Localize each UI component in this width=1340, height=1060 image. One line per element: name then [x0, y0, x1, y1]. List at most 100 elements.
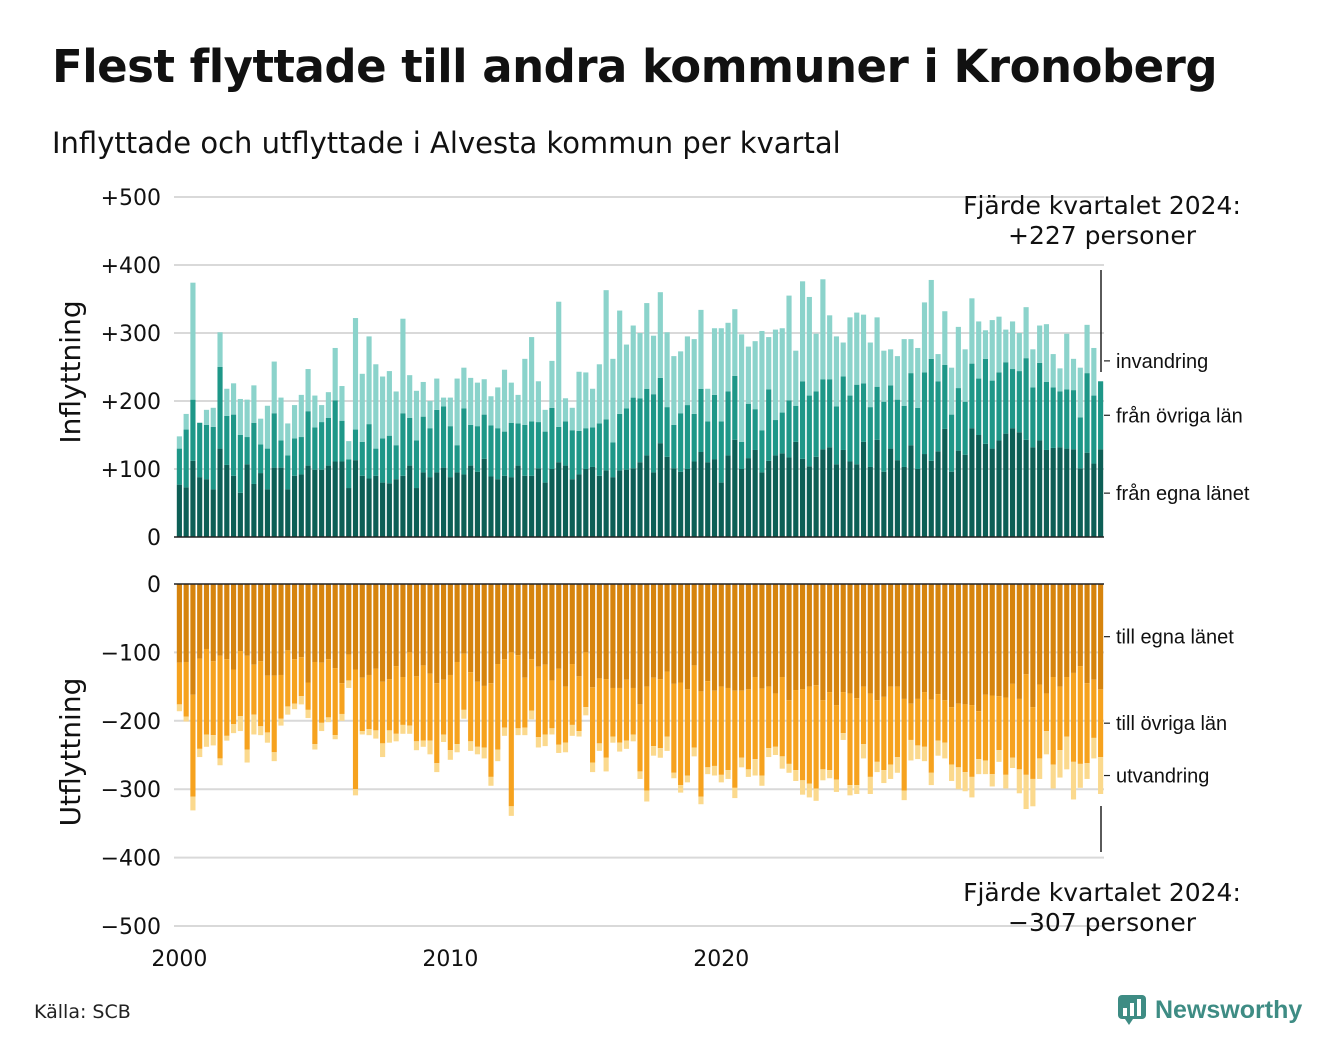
outflow-bar-segment [590, 762, 596, 773]
outflow-bar-segment [217, 758, 223, 766]
outflow-bar-segment [786, 763, 792, 773]
outflow-bar-segment [888, 686, 894, 765]
inflow-bar-segment [671, 468, 677, 537]
outflow-bar-segment [596, 743, 602, 751]
outflow-bar-segment [197, 584, 203, 659]
outflow-bar-segment [684, 584, 690, 690]
newsworthy-logo-icon [1118, 995, 1146, 1025]
outflow-bar-segment [969, 584, 975, 706]
inflow-bar-segment [1030, 447, 1036, 537]
inflow-bar-segment [813, 391, 819, 457]
inflow-bar-segment [711, 459, 718, 537]
outflow-bar-segment [190, 796, 196, 811]
inflow-bar-segment [1030, 349, 1036, 388]
outflow-bar-segment [251, 584, 257, 665]
inflow-bar-segment [176, 436, 182, 449]
outflow-bar-segment [942, 584, 948, 701]
inflow-bar-segment [610, 358, 616, 443]
outflow-bar-segment [271, 752, 277, 762]
inflow-bar-segment [535, 381, 541, 423]
inflow-bar-segment [1084, 324, 1090, 374]
inflow-bar-segment [224, 415, 230, 465]
inflow-bar-segment [488, 396, 494, 426]
outflow-bar-segment [921, 692, 928, 747]
outflow-series-label: till egna länet [1116, 627, 1234, 649]
x-tick-label: 2000 [151, 947, 207, 972]
inflow-bar-segment [224, 388, 230, 416]
outflow-bar-segment [1084, 763, 1090, 779]
outflow-bar-segment [603, 679, 609, 758]
inflow-bar-segment [705, 462, 711, 537]
inflow-bar-segment [949, 414, 955, 472]
outflow-bar-segment [495, 749, 501, 762]
inflow-bar-segment [488, 425, 494, 477]
outflow-bar-segment [346, 584, 352, 655]
inflow-bar-segment [251, 483, 257, 537]
outflow-bar-segment [1070, 672, 1077, 762]
outflow-bar-segment [982, 694, 989, 761]
inflow-bar-segment [556, 462, 562, 537]
inflow-bar-segment [312, 427, 318, 470]
inflow-bar-segment [393, 479, 399, 537]
inflow-bar-segment [617, 470, 623, 537]
outflow-bar-segment [217, 655, 223, 759]
outflow-bar-segment [291, 703, 298, 710]
outflow-bar-segment [847, 785, 853, 796]
outflow-bar-segment [264, 675, 271, 733]
outflow-bar-segment [725, 687, 731, 771]
inflow-bar-segment [373, 448, 379, 476]
inflow-bar-segment [759, 330, 765, 431]
inflow-bar-segment [942, 428, 948, 537]
inflow-bar-segment [1064, 333, 1070, 390]
inflow-bar-segment [1077, 417, 1083, 469]
inflow-bar-segment [766, 337, 772, 390]
inflow-bar-segment [949, 471, 955, 537]
outflow-bar-segment [339, 713, 345, 721]
inflow-bar-segment [664, 332, 670, 408]
inflow-bar-segment [319, 469, 325, 537]
inflow-bar-segment [420, 472, 426, 537]
outflow-bar-segment [630, 687, 636, 735]
inflow-bar-segment [501, 475, 508, 537]
inflow-bar-segment [529, 421, 535, 476]
inflow-bar-segment [407, 375, 413, 418]
inflow-bar-segment [1077, 468, 1083, 537]
outflow-bar-segment [590, 584, 596, 688]
outflow-bar-segment [1003, 584, 1009, 698]
outflow-bar-segment [481, 685, 487, 748]
inflow-bar-segment [176, 484, 182, 537]
outflow-bar-segment [705, 767, 711, 775]
inflow-bar-segment [440, 406, 447, 468]
inflow-bar-segment [556, 301, 562, 427]
inflow-bar-segment [183, 413, 189, 430]
inflow-bar-segment [772, 329, 779, 421]
inflow-bar-segment [678, 471, 684, 537]
outflow-bar-segment [1037, 684, 1043, 759]
inflow-bar-segment [888, 349, 894, 386]
outflow-bar-segment [461, 584, 467, 654]
outflow-bar-segment [671, 772, 677, 779]
brand-logo[interactable]: Newsworthy [1117, 994, 1302, 1026]
outflow-bar-segment [468, 741, 474, 751]
inflow-bar-segment [590, 388, 596, 428]
outflow-bar-segment [461, 709, 467, 719]
inflow-bar-segment [576, 474, 582, 537]
outflow-bar-segment [305, 584, 311, 683]
inflow-bar-segment [583, 428, 589, 469]
inflow-bar-segment [603, 290, 609, 420]
inflow-bar-segment [840, 449, 846, 537]
outflow-bar-segment [305, 709, 311, 719]
inflow-bar-segment [691, 413, 697, 462]
outflow-bar-segment [549, 680, 555, 729]
inflow-bar-segment [332, 461, 338, 537]
outflow-bar-segment [718, 774, 724, 783]
inflow-bar-segment [1070, 358, 1077, 391]
inflow-bar-segment [921, 302, 928, 373]
inflow-bar-segment [888, 448, 894, 537]
outflow-bar-segment [623, 679, 630, 741]
inflow-bar-segment [874, 386, 880, 440]
inflow-bar-segment [921, 372, 928, 455]
inflow-bar-segment [752, 341, 758, 410]
outflow-bar-segment [657, 679, 663, 749]
outflow-bar-segment [732, 690, 738, 788]
